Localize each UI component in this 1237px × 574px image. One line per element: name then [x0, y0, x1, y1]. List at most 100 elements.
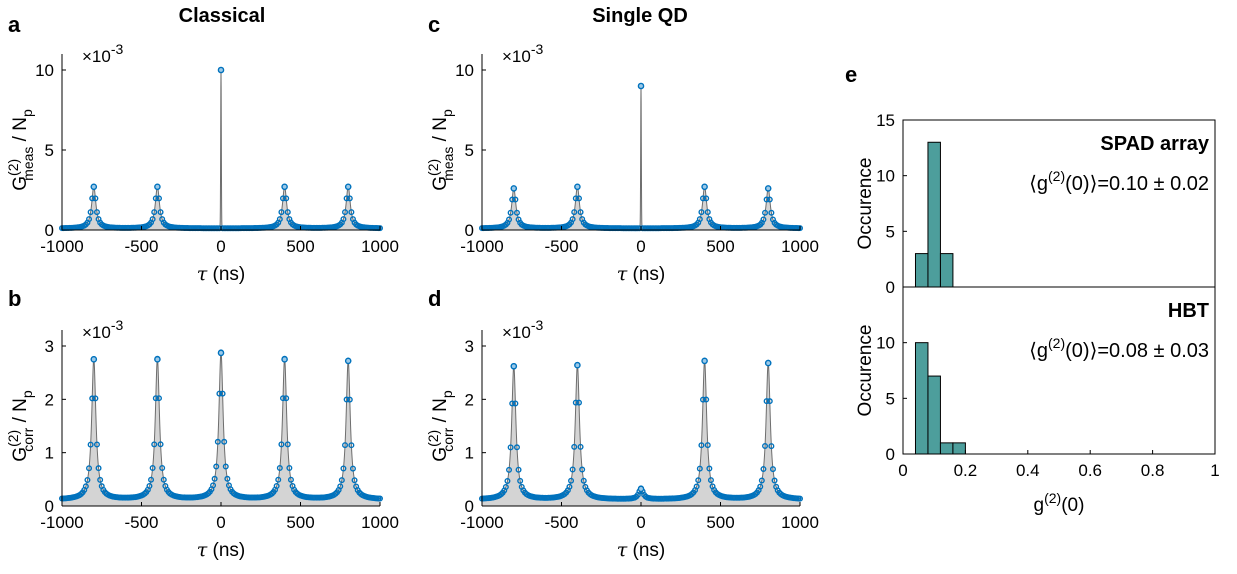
peak-marker	[344, 183, 352, 191]
data-point	[343, 396, 350, 403]
y-tick-label: 3	[465, 337, 474, 356]
axes-box	[902, 286, 1216, 455]
x-tick-label: -500	[124, 237, 158, 256]
x-tick-label: 0.6	[1078, 461, 1102, 480]
data-point	[758, 477, 765, 484]
data-point	[768, 443, 775, 450]
peak-marker	[281, 183, 288, 191]
data-point	[89, 395, 96, 402]
data-point	[151, 441, 158, 448]
y-tick-label: 10	[455, 61, 474, 80]
data-point	[507, 209, 514, 216]
x-tick-label: 0	[216, 513, 225, 532]
data-point	[769, 466, 776, 473]
data-point	[87, 209, 94, 216]
x-tick-label: 1000	[361, 513, 399, 532]
y-tick-label: 5	[45, 141, 54, 160]
data-point	[84, 476, 91, 483]
y-tick-label: 0	[886, 445, 895, 464]
y-label-tail: / N	[430, 398, 451, 428]
data-point	[703, 195, 710, 202]
y-axis-label: G(2)corr / Np	[425, 390, 456, 462]
data-point	[346, 195, 353, 202]
data-point	[698, 209, 705, 216]
data-point	[762, 209, 769, 216]
data-point	[351, 477, 358, 484]
data-point	[213, 463, 220, 470]
data-point	[340, 465, 347, 472]
x-tick-label: -500	[544, 513, 578, 532]
histogram-bar	[914, 253, 929, 288]
data-point	[211, 475, 218, 482]
x-tick-label: 1	[1210, 461, 1219, 480]
data-point	[95, 465, 102, 472]
data-point	[349, 465, 356, 472]
data-point	[82, 483, 89, 490]
data-point	[515, 466, 522, 473]
peak-marker	[637, 485, 645, 493]
data-point	[283, 195, 290, 202]
angle-open: ⟨g	[1029, 340, 1048, 362]
x-label-sup: (2)	[1044, 490, 1061, 506]
y-label-sub: corr	[20, 427, 36, 451]
x-axis-label: τ (ns)	[617, 539, 666, 561]
peak-marker	[154, 183, 161, 191]
y-tick-label: 10	[876, 334, 895, 353]
data-point	[273, 483, 280, 490]
y-label-sub: meas	[20, 147, 36, 181]
data-point	[572, 195, 579, 202]
tau-unit: (ns)	[627, 264, 665, 285]
g-sup: (2)	[1048, 335, 1065, 351]
y-label-base: G	[10, 176, 31, 191]
y-label-tail-sub: p	[19, 109, 35, 117]
y-axis-label: Occurence	[855, 325, 876, 417]
data-point	[766, 196, 773, 203]
y-scale-exponent: -3	[531, 317, 544, 333]
y-tick-label: 1	[45, 444, 54, 463]
peak-marker	[217, 349, 225, 357]
x-tick-label: -500	[544, 237, 578, 256]
data-point	[160, 476, 167, 483]
tau-unit: (ns)	[207, 264, 245, 285]
peak-marker	[510, 362, 518, 370]
data-point	[513, 444, 520, 451]
data-point	[216, 390, 223, 397]
x-tick-label: -1000	[460, 237, 503, 256]
data-point	[706, 465, 713, 472]
histogram-panel-spad: 0 5 10 15 Occurence SPAD array ⟨g(2)(0)⟩=0.10 …	[855, 111, 1216, 297]
data-point	[337, 483, 344, 490]
y-label-sup: (2)	[425, 430, 441, 447]
x-tick-label: 0	[898, 461, 907, 480]
data-point	[377, 495, 384, 502]
annotation-number: =0.08 ± 0.03	[1097, 340, 1209, 362]
data-point	[86, 465, 93, 472]
y-label-sup: (2)	[5, 159, 21, 176]
data-point	[569, 466, 576, 473]
data-point	[148, 476, 155, 483]
column-title-single-qd: Single QD	[592, 5, 688, 27]
y-tick-label: 0	[465, 497, 474, 516]
data-point	[762, 443, 769, 450]
data-point	[284, 441, 291, 448]
annotation-title: HBT	[1168, 300, 1209, 322]
data-point	[224, 475, 231, 482]
chart-panel-a: -1000 -500 0 500 1000 0 5 10 ×10-3 τ (ns) G(2)meas…	[5, 41, 399, 285]
y-label-base: G	[10, 447, 31, 462]
y-label-sup: (2)	[425, 159, 441, 176]
x-tick-label: 0	[636, 513, 645, 532]
data-point	[86, 216, 93, 223]
y-label-tail-sub: p	[439, 109, 455, 117]
histogram-bar	[927, 375, 941, 455]
peak-marker	[764, 185, 772, 192]
peak-marker	[701, 357, 708, 365]
correlation-fill-area	[62, 352, 380, 506]
x-axis-label: τ (ns)	[197, 263, 246, 285]
data-point	[214, 438, 221, 445]
panel-letter-c: c	[428, 12, 440, 37]
data-point	[517, 477, 524, 484]
y-label-tail: / N	[10, 398, 31, 428]
x-tick-label: 500	[286, 237, 314, 256]
data-point	[284, 209, 291, 216]
y-label-sub: corr	[440, 427, 456, 451]
